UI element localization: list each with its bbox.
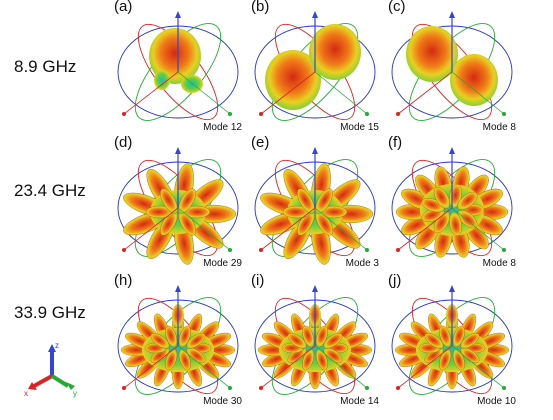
pattern-graphic [254,147,376,265]
mode-label: Mode 29 [203,258,242,269]
mode-label: Mode 8 [482,122,516,133]
pattern-graphic [117,285,239,395]
panel-axes [396,11,506,116]
panel-label: (e) [251,134,270,151]
radiation-pattern-panel: (d) Mode 29 [112,134,244,270]
radiation-lobe [186,347,206,363]
radiation-pattern [149,28,203,93]
radiation-lobe [457,209,478,229]
pattern-graphic [254,285,376,395]
panel-label: (j) [388,272,402,289]
z-axis-label: z [55,341,59,350]
panel-label: (c) [388,0,406,15]
radiation-lobe [178,325,191,348]
radiation-lobe [165,325,178,348]
radiation-lobe [186,333,206,349]
radiation-lobe [424,333,444,349]
pattern-graphic [254,11,376,121]
panel-axes [259,147,369,252]
radiation-lobe [452,325,465,348]
frequency-label-row-3: 33.9 GHz [14,303,86,322]
main-lobe [406,26,458,82]
radiation-lobe [323,347,343,363]
radiation-pattern [260,163,374,265]
radiation-pattern-panel: (h) Mode 30 [112,272,244,408]
pattern-graphic [117,11,239,121]
pattern-graphic [391,147,513,258]
panel-axes [122,285,232,390]
pattern-graphic [391,11,513,121]
radiation-lobe [323,333,343,349]
radiation-pattern-panel: (c) Mode 8 [386,0,518,134]
radiation-lobe [315,325,328,348]
mode-label: Mode 30 [203,396,242,407]
panel-axes [122,11,232,116]
radiation-lobe [150,333,170,349]
radiation-pattern [123,163,237,265]
panel-axes [396,285,506,390]
radiation-pattern-panel: (f) Mode 8 [386,134,518,270]
y-axis-label: y [73,389,77,398]
radiation-lobe [460,347,480,363]
radiation-lobe [439,325,452,348]
radiation-pattern-panel: (b) Mode 15 [249,0,381,134]
mode-label: Mode 12 [203,122,242,133]
panel-axes [122,147,232,252]
main-lobe [309,24,361,80]
panel-label: (i) [251,272,265,289]
radiation-lobe [302,325,315,348]
radiation-pattern-panel: (i) Mode 14 [249,272,381,408]
radiation-pattern [394,304,510,390]
panel-label: (a) [114,0,133,15]
axis-triad: z x y [24,341,77,398]
mode-label: Mode 8 [482,258,516,269]
frequency-label-row-1: 8.9 GHz [14,57,77,76]
radiation-pattern-panel: (j) Mode 10 [386,272,518,408]
radiation-pattern [406,26,498,106]
panel-label: (f) [388,134,403,151]
radiation-lobe [315,188,333,214]
radiation-pattern [395,166,509,258]
pattern-graphic [117,147,239,265]
panel-axes [259,11,369,116]
radiation-pattern-panel: (e) Mode 3 [249,134,381,270]
radiation-lobe [457,191,478,211]
pattern-graphic [391,285,513,395]
panel-label: (d) [114,134,133,151]
radiation-lobe [287,333,307,349]
mode-label: Mode 15 [340,122,379,133]
x-axis-label: x [24,389,28,398]
radiation-lobe [449,211,462,236]
radiation-pattern [265,24,361,110]
radiation-pattern-panel: (a) Mode 12 [112,0,244,134]
main-lobe [450,54,498,106]
mode-label: Mode 10 [477,396,516,407]
frequency-label-row-2: 23.4 GHz [14,181,86,200]
panel-axes [396,147,506,252]
radiation-lobe [433,186,451,209]
panel-label: (h) [114,272,133,289]
main-lobe [265,50,321,110]
panel-label: (b) [251,0,270,15]
radiation-lobe [460,333,480,349]
side-lobe [181,75,203,93]
radiation-pattern [257,304,373,390]
mode-label: Mode 3 [345,258,379,269]
radiation-lobe [178,188,196,214]
side-lobe [154,70,170,90]
radiation-lobe [160,188,178,214]
radiation-lobe [297,188,315,214]
mode-label: Mode 14 [340,396,379,407]
panel-axes [259,285,369,390]
radiation-pattern [120,304,236,390]
